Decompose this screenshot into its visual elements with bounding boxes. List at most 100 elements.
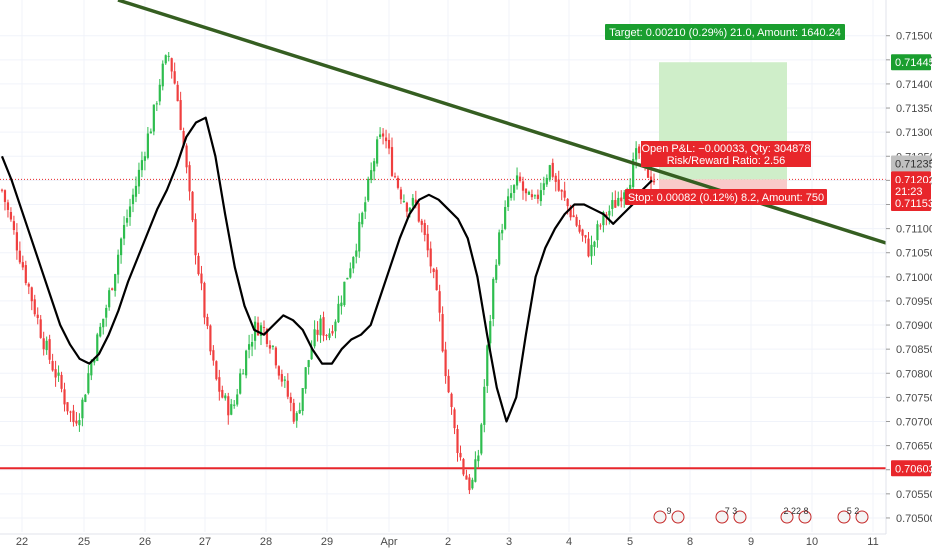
candle-body xyxy=(117,254,120,275)
candle-body xyxy=(530,194,534,198)
candle-body xyxy=(411,197,414,206)
candle-body xyxy=(322,317,325,336)
candle-body xyxy=(390,147,394,176)
candle-body xyxy=(399,189,403,200)
candle-body xyxy=(45,340,48,351)
candle-body xyxy=(84,394,87,402)
target-label-bg xyxy=(605,24,845,40)
candle-body xyxy=(471,479,474,489)
event-count-label: 7 3 xyxy=(725,506,738,516)
candle-body xyxy=(596,224,599,241)
candle-body xyxy=(48,339,51,360)
long-position-tool[interactable] xyxy=(659,62,787,204)
price-label-text: 0.70603 xyxy=(895,463,932,475)
candle-body xyxy=(507,196,510,207)
time-tick-label: 29 xyxy=(321,536,333,548)
candle-body xyxy=(167,55,170,57)
candle-body xyxy=(170,58,173,72)
candle-body xyxy=(295,413,298,421)
candle-body xyxy=(652,180,656,183)
economic-event-flag-icon[interactable]: 5 2 xyxy=(837,506,869,524)
candle-body xyxy=(224,395,227,399)
candle-body xyxy=(450,393,453,408)
candle-body xyxy=(93,359,96,363)
time-tick-label: 26 xyxy=(139,536,151,548)
candle-body xyxy=(459,452,462,458)
price-label-text: 21:23 xyxy=(895,186,923,198)
candle-body xyxy=(468,477,471,491)
price-tick-label: 0.70500 xyxy=(896,513,932,525)
candle-body xyxy=(313,329,316,347)
time-tick-label: 9 xyxy=(748,536,754,548)
price-label-text: 0.71153 xyxy=(895,198,932,210)
candle-body xyxy=(9,212,13,220)
risk-reward-text: Risk/Reward Ratio: 2.56 xyxy=(667,155,786,167)
candle-body xyxy=(75,420,78,424)
candle-body xyxy=(396,177,400,188)
candle-body xyxy=(346,277,349,280)
economic-event-flag-icon[interactable]: 7 3 xyxy=(715,506,747,524)
candle-body xyxy=(509,193,513,198)
target-label: Target: 0.00210 (0.29%) 21.0, Amount: 16… xyxy=(605,24,845,40)
candle-body xyxy=(611,200,614,209)
candle-body xyxy=(364,202,367,212)
price-tick-label: 0.70850 xyxy=(896,344,932,356)
price-label-text: 0.71235 xyxy=(895,158,932,170)
candle-body xyxy=(441,314,444,352)
candle-body xyxy=(387,139,391,149)
flag-icon xyxy=(653,510,667,524)
candle-body xyxy=(527,191,531,195)
event-count-label: 9 xyxy=(666,506,671,516)
candle-body xyxy=(590,244,593,257)
candle-body xyxy=(453,409,456,429)
candle-body xyxy=(72,410,75,423)
candle-body xyxy=(236,394,239,405)
economic-event-flag-icon[interactable]: 2 22 8 xyxy=(780,506,812,524)
candle-body xyxy=(33,299,36,315)
candle-body xyxy=(57,372,60,376)
candle-body xyxy=(212,350,215,361)
candle-body xyxy=(492,279,495,320)
candle-body xyxy=(155,103,158,105)
time-tick-label: 22 xyxy=(16,536,28,548)
candle-body xyxy=(584,235,587,238)
price-tick-label: 0.70950 xyxy=(896,296,932,308)
candle-body xyxy=(381,133,385,137)
candle-body xyxy=(262,327,266,329)
candle-body xyxy=(102,318,105,328)
candle-body xyxy=(221,389,224,398)
candle-body xyxy=(194,219,197,256)
candle-body xyxy=(361,212,364,225)
candle-body xyxy=(286,380,289,397)
flag-icon xyxy=(798,510,812,524)
candle-body xyxy=(608,210,611,216)
event-count-label: 2 22 8 xyxy=(783,506,808,516)
time-axis[interactable]: 22 25 26 27 28 29 Apr 2 3 4 5 8 9 10 11 xyxy=(0,533,886,548)
candle-body xyxy=(393,176,397,178)
candle-body xyxy=(227,396,230,416)
candle-body xyxy=(551,162,554,177)
flag-icon xyxy=(855,510,869,524)
candle-body xyxy=(501,230,504,234)
candle-body xyxy=(289,397,292,403)
candle-body xyxy=(0,189,4,191)
candle-body xyxy=(438,291,441,313)
time-tick-label: 11 xyxy=(867,536,878,548)
candle-body xyxy=(78,420,81,426)
event-markers[interactable]: 9 7 3 2 22 8 5 2 xyxy=(653,506,869,524)
candle-body xyxy=(560,189,563,192)
candle-body xyxy=(233,404,236,406)
economic-event-flag-icon[interactable]: 9 xyxy=(653,506,685,524)
candle-body xyxy=(54,369,57,378)
position-labels: Target: 0.00210 (0.29%) 21.0, Amount: 16… xyxy=(605,24,845,205)
candle-body xyxy=(328,333,331,338)
candle-body xyxy=(358,221,361,252)
candle-body xyxy=(36,314,39,319)
candle-body xyxy=(432,268,435,273)
candle-body xyxy=(268,345,272,349)
candle-body xyxy=(578,224,581,232)
price-axis[interactable]: 0.715000.714500.714000.713500.713000.712… xyxy=(885,0,932,534)
candle-body xyxy=(215,361,218,380)
candle-body xyxy=(435,269,438,291)
